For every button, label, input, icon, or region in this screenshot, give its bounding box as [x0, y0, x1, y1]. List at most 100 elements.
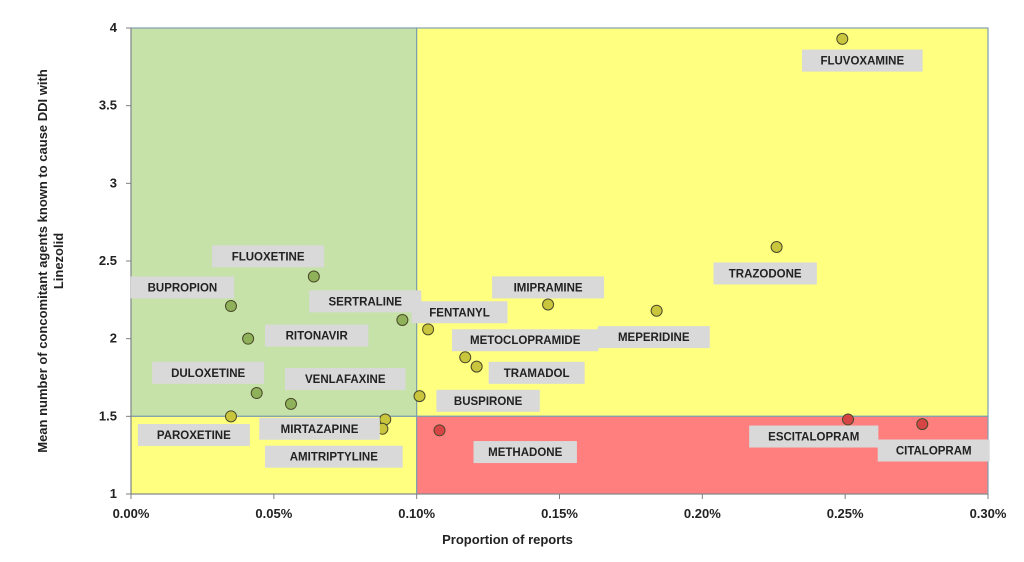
zone-yellow-top: [416, 27, 989, 417]
label-text: BUPROPION: [148, 282, 218, 294]
label-ritonavir: RITONAVIR: [264, 324, 369, 347]
point-methadone: [433, 424, 446, 437]
point-paroxetine: [224, 410, 237, 423]
x-tick-label: 0.00%: [113, 506, 150, 521]
y-tick-label: 1.5: [99, 408, 117, 423]
label-box: [473, 441, 577, 464]
label-box: [411, 301, 508, 324]
point-duloxetine: [250, 387, 263, 400]
point-buspirone: [413, 390, 426, 403]
label-box: [259, 417, 380, 440]
label-text: ESCITALOPRAM: [768, 432, 859, 444]
label-text: METHADONE: [488, 447, 562, 459]
x-tick-label: 0.30%: [970, 506, 1007, 521]
point-imipramine: [542, 298, 555, 311]
label-box: [284, 368, 406, 391]
point-sertraline: [396, 314, 409, 327]
label-box: [877, 439, 990, 462]
label-text: DULOXETINE: [171, 368, 245, 380]
label-text: RITONAVIR: [286, 331, 349, 343]
label-box: [492, 276, 605, 299]
axes: 1 1.5 2 2.5 3 3.5 4 0.00% 0.05% 0.10% 0.15% 0.20% 0.…: [99, 20, 1007, 521]
x-tick-label: 0.05%: [255, 506, 292, 521]
x-tick-label: 0.25%: [827, 506, 864, 521]
label-box: [802, 49, 923, 72]
point-fluoxetine: [307, 270, 320, 283]
y-tick-label: 1: [110, 486, 117, 501]
label-paroxetine: PAROXETINE: [137, 423, 250, 446]
x-tick-label: 0.15%: [541, 506, 578, 521]
label-text: CITALOPRAM: [896, 446, 972, 458]
zone-green: [130, 27, 418, 417]
label-fluoxetine: FLUOXETINE: [212, 245, 325, 268]
label-text: TRAZODONE: [729, 268, 802, 280]
label-metoclopramide: METOCLOPRAMIDE: [452, 329, 599, 352]
label-text: FLUVOXAMINE: [820, 56, 904, 68]
y-tick-label: 3.5: [99, 98, 117, 113]
label-tramadol: TRAMADOL: [488, 361, 585, 384]
label-text: AMITRIPTYLINE: [290, 452, 378, 464]
point-escitalopram: [842, 413, 855, 426]
label-text: IMIPRAMINE: [514, 282, 583, 294]
label-box: [488, 361, 585, 384]
point-labels: FLUVOXAMINE TRAZODONE IMIPRAMINE MEPERIDINE…: [130, 49, 990, 468]
label-box: [452, 329, 599, 352]
point-fluvoxamine: [836, 32, 849, 45]
x-tick-label: 0.10%: [398, 506, 435, 521]
point-trazodone: [770, 241, 783, 254]
label-methadone: METHADONE: [473, 441, 577, 464]
label-fluvoxamine: FLUVOXAMINE: [802, 49, 923, 72]
label-duloxetine: DULOXETINE: [152, 361, 265, 384]
label-escitalopram: ESCITALOPRAM: [749, 425, 879, 448]
label-box: [212, 245, 325, 268]
y-axis-title-line: Mean number of concomitant agents known …: [35, 69, 50, 453]
label-box: [137, 423, 250, 446]
point-bupropion: [224, 300, 237, 313]
label-text: MIRTAZAPINE: [281, 424, 359, 436]
label-mirtazapine: MIRTAZAPINE: [259, 417, 380, 440]
point-fentanyl: [422, 323, 435, 336]
label-text: FENTANYL: [429, 307, 489, 319]
label-trazodone: TRAZODONE: [713, 262, 817, 285]
y-tick-label: 4: [110, 20, 118, 35]
label-text: TRAMADOL: [504, 368, 570, 380]
y-tick-label: 2: [110, 331, 117, 346]
data-points: [224, 32, 929, 437]
y-axis-title-text: Mean number of concomitant agents known …: [35, 69, 66, 453]
y-axis-title-line: Linezolid: [51, 233, 66, 289]
label-box: [436, 389, 540, 412]
label-box: [130, 276, 235, 299]
y-tick-label: 2.5: [99, 253, 117, 268]
point-venlafaxine: [284, 397, 297, 410]
label-box: [597, 326, 710, 349]
point-meperidine: [650, 304, 663, 317]
point-citalopram: [916, 418, 929, 431]
label-box: [264, 324, 369, 347]
label-bupropion: BUPROPION: [130, 276, 235, 299]
label-box: [749, 425, 879, 448]
label-amitriptyline: AMITRIPTYLINE: [264, 445, 403, 468]
label-imipramine: IMIPRAMINE: [492, 276, 605, 299]
y-axis-title: Mean number of concomitant agents known …: [35, 69, 66, 453]
point-metoclopramide: [459, 351, 472, 364]
label-text: METOCLOPRAMIDE: [470, 335, 581, 347]
label-box: [264, 445, 403, 468]
label-fentanyl: FENTANYL: [411, 301, 508, 324]
point-ritonavir: [242, 332, 255, 345]
x-axis-title: Proportion of reports: [442, 532, 573, 547]
label-box: [309, 290, 422, 313]
label-sertraline: SERTRALINE: [309, 290, 422, 313]
label-text: VENLAFAXINE: [305, 374, 386, 386]
label-buspirone: BUSPIRONE: [436, 389, 540, 412]
label-box: [713, 262, 817, 285]
label-box: [152, 361, 265, 384]
point-tramadol: [470, 360, 483, 373]
label-text: MEPERIDINE: [618, 332, 690, 344]
x-tick-label: 0.20%: [684, 506, 721, 521]
label-text: BUSPIRONE: [454, 396, 523, 408]
label-text: SERTRALINE: [329, 296, 403, 308]
label-venlafaxine: VENLAFAXINE: [284, 368, 406, 391]
label-citalopram: CITALOPRAM: [877, 439, 990, 462]
label-meperidine: MEPERIDINE: [597, 326, 710, 349]
